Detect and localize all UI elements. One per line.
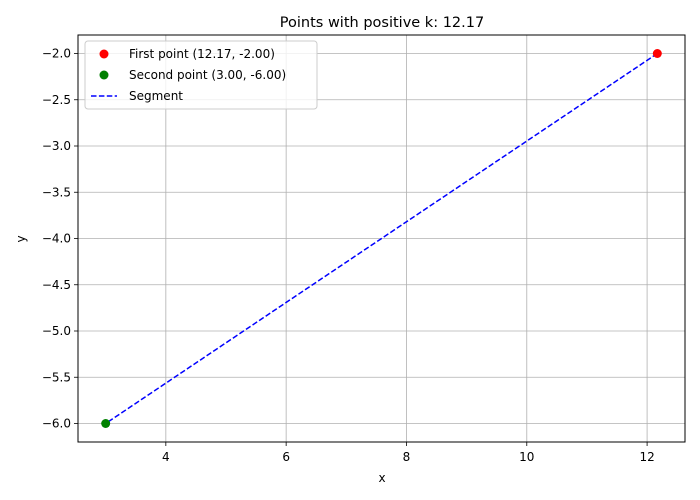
x-tick-label: 10 — [519, 450, 534, 464]
legend-box — [84, 40, 318, 110]
x-tick-label: 4 — [162, 450, 170, 464]
legend-marker-second-point — [99, 70, 109, 80]
y-tick-label: −5.0 — [42, 324, 71, 338]
legend-marker-first-point — [99, 49, 109, 59]
y-axis-label: y — [14, 235, 28, 242]
y-tick-label: −3.0 — [42, 139, 71, 153]
chart-title: Points with positive k: 12.17 — [280, 15, 484, 31]
scatter-point-first — [652, 49, 662, 58]
points-layer — [101, 49, 662, 428]
y-tick-label: −6.0 — [42, 417, 71, 431]
legend-label-second-point: Second point (3.00, -6.00) — [129, 68, 286, 82]
x-axis-label: x — [378, 471, 385, 485]
y-tick-label: −2.0 — [42, 47, 71, 61]
legend: First point (12.17, -2.00) Second point … — [84, 40, 318, 110]
x-tick-label: 12 — [639, 450, 654, 464]
legend-label-first-point: First point (12.17, -2.00) — [129, 47, 275, 61]
segment-line — [105, 52, 658, 425]
y-tick-label: −2.5 — [42, 93, 71, 107]
segment-layer — [105, 52, 658, 425]
y-axis-ticks: −6.0 −5.5 −5.0 −4.5 −4.0 −3.5 −3.0 −2.5 −2.0 — [42, 47, 78, 431]
grid — [78, 35, 685, 442]
y-tick-label: −3.5 — [42, 185, 71, 199]
legend-label-segment: Segment — [129, 89, 183, 103]
x-tick-label: 8 — [403, 450, 411, 464]
y-tick-label: −4.5 — [42, 278, 71, 292]
y-tick-label: −4.0 — [42, 232, 71, 246]
x-tick-label: 6 — [282, 450, 290, 464]
x-axis-ticks: 4 6 8 10 12 — [162, 442, 655, 464]
scatter-point-second — [101, 419, 111, 428]
y-tick-label: −5.5 — [42, 370, 71, 384]
